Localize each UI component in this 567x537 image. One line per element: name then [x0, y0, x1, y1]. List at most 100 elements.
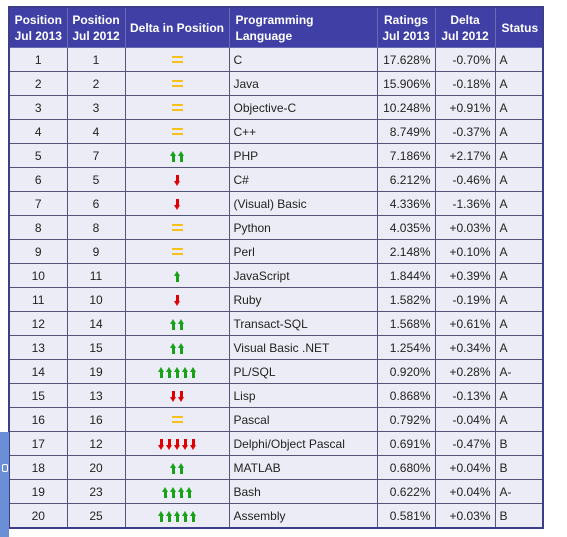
cell-delta-rating: -0.19%: [434, 287, 496, 312]
arrow-up-icon: [177, 486, 185, 498]
table-row: 20 25 Assembly 0.581% +0.03% B: [8, 503, 544, 529]
cell-delta-position: [124, 143, 230, 168]
table-row: 11 10 Ruby 1.582% -0.19% A: [8, 287, 544, 312]
header-position-2012[interactable]: Position Jul 2012: [66, 6, 126, 48]
cell-rating: 0.691%: [376, 431, 436, 456]
cell-rating: 15.906%: [376, 71, 436, 96]
table-row: 1 1 C 17.628% -0.70% A: [8, 47, 544, 72]
cell-language[interactable]: Python: [228, 215, 378, 240]
cell-position-2012: 1: [66, 47, 126, 72]
arrow-up-icon: [157, 366, 165, 378]
cell-position-2013: 6: [8, 167, 68, 192]
header-language[interactable]: Programming Language: [228, 6, 378, 48]
cell-language[interactable]: Perl: [228, 239, 378, 264]
arrow-up-icon: [165, 510, 173, 522]
cell-delta-position: [124, 287, 230, 312]
arrow-up-icon: [177, 342, 185, 354]
equal-icon: [171, 415, 183, 423]
cell-position-2012: 6: [66, 191, 126, 216]
cell-language[interactable]: Visual Basic .NET: [228, 335, 378, 360]
header-delta-position[interactable]: Delta in Position: [124, 6, 230, 48]
cell-language[interactable]: MATLAB: [228, 455, 378, 480]
arrow-up-icon: [185, 486, 193, 498]
cell-language[interactable]: PHP: [228, 143, 378, 168]
header-position-2013[interactable]: Position Jul 2013: [8, 6, 68, 48]
cell-position-2012: 3: [66, 95, 126, 120]
arrow-down-icon: [173, 438, 181, 450]
equal-icon: [171, 223, 183, 231]
table-row: 18 20 MATLAB 0.680% +0.04% B: [8, 455, 544, 480]
cell-position-2013: 7: [8, 191, 68, 216]
cell-position-2012: 15: [66, 335, 126, 360]
cell-language[interactable]: Lisp: [228, 383, 378, 408]
feedback-side-tab[interactable]: [0, 432, 9, 537]
cell-status: A: [494, 407, 544, 432]
table-row: 8 8 Python 4.035% +0.03% A: [8, 215, 544, 240]
cell-delta-rating: +0.28%: [434, 359, 496, 384]
cell-status: A-: [494, 359, 544, 384]
cell-rating: 2.148%: [376, 239, 436, 264]
arrow-down-icon: [169, 390, 177, 402]
cell-position-2012: 9: [66, 239, 126, 264]
cell-delta-position: [124, 335, 230, 360]
header-ratings[interactable]: Ratings Jul 2013: [376, 6, 436, 48]
cell-position-2013: 5: [8, 143, 68, 168]
cell-delta-rating: +0.34%: [434, 335, 496, 360]
cell-language[interactable]: Objective-C: [228, 95, 378, 120]
cell-status: A: [494, 95, 544, 120]
cell-delta-rating: +0.61%: [434, 311, 496, 336]
cell-position-2012: 4: [66, 119, 126, 144]
cell-position-2013: 20: [8, 503, 68, 529]
cell-delta-rating: -0.04%: [434, 407, 496, 432]
cell-language[interactable]: Delphi/Object Pascal: [228, 431, 378, 456]
cell-position-2012: 14: [66, 311, 126, 336]
cell-language[interactable]: PL/SQL: [228, 359, 378, 384]
cell-delta-rating: +2.17%: [434, 143, 496, 168]
arrow-down-icon: [173, 294, 181, 306]
cell-delta-position: [124, 71, 230, 96]
cell-language[interactable]: Bash: [228, 479, 378, 504]
cell-language[interactable]: Pascal: [228, 407, 378, 432]
cell-position-2013: 12: [8, 311, 68, 336]
cell-language[interactable]: Assembly: [228, 503, 378, 529]
arrow-up-icon: [181, 510, 189, 522]
cell-status: B: [494, 431, 544, 456]
cell-language[interactable]: C#: [228, 167, 378, 192]
cell-rating: 7.186%: [376, 143, 436, 168]
cell-position-2013: 4: [8, 119, 68, 144]
table-row: 15 13 Lisp 0.868% -0.13% A: [8, 383, 544, 408]
cell-delta-position: [124, 263, 230, 288]
header-status[interactable]: Status: [494, 6, 544, 48]
cell-delta-rating: +0.03%: [434, 215, 496, 240]
cell-language[interactable]: C: [228, 47, 378, 72]
cell-language[interactable]: C++: [228, 119, 378, 144]
cell-delta-rating: +0.03%: [434, 503, 496, 529]
cell-delta-position: [124, 503, 230, 529]
cell-status: A: [494, 143, 544, 168]
cell-language[interactable]: JavaScript: [228, 263, 378, 288]
cell-position-2013: 15: [8, 383, 68, 408]
equal-icon: [171, 103, 183, 111]
header-delta-rating[interactable]: Delta Jul 2012: [434, 6, 496, 48]
cell-language[interactable]: Transact-SQL: [228, 311, 378, 336]
cell-delta-position: [124, 431, 230, 456]
cell-delta-rating: -1.36%: [434, 191, 496, 216]
cell-status: A-: [494, 479, 544, 504]
cell-delta-rating: -0.46%: [434, 167, 496, 192]
cell-position-2013: 16: [8, 407, 68, 432]
cell-rating: 10.248%: [376, 95, 436, 120]
equal-icon: [171, 127, 183, 135]
cell-position-2013: 10: [8, 263, 68, 288]
arrow-down-icon: [173, 198, 181, 210]
cell-rating: 0.622%: [376, 479, 436, 504]
cell-rating: 4.336%: [376, 191, 436, 216]
cell-language[interactable]: (Visual) Basic: [228, 191, 378, 216]
cell-position-2012: 20: [66, 455, 126, 480]
cell-delta-rating: -0.70%: [434, 47, 496, 72]
cell-position-2013: 17: [8, 431, 68, 456]
cell-position-2012: 16: [66, 407, 126, 432]
ranking-table-container: Position Jul 2013 Position Jul 2012 Delta …: [8, 6, 544, 529]
cell-status: A: [494, 263, 544, 288]
cell-language[interactable]: Java: [228, 71, 378, 96]
cell-language[interactable]: Ruby: [228, 287, 378, 312]
